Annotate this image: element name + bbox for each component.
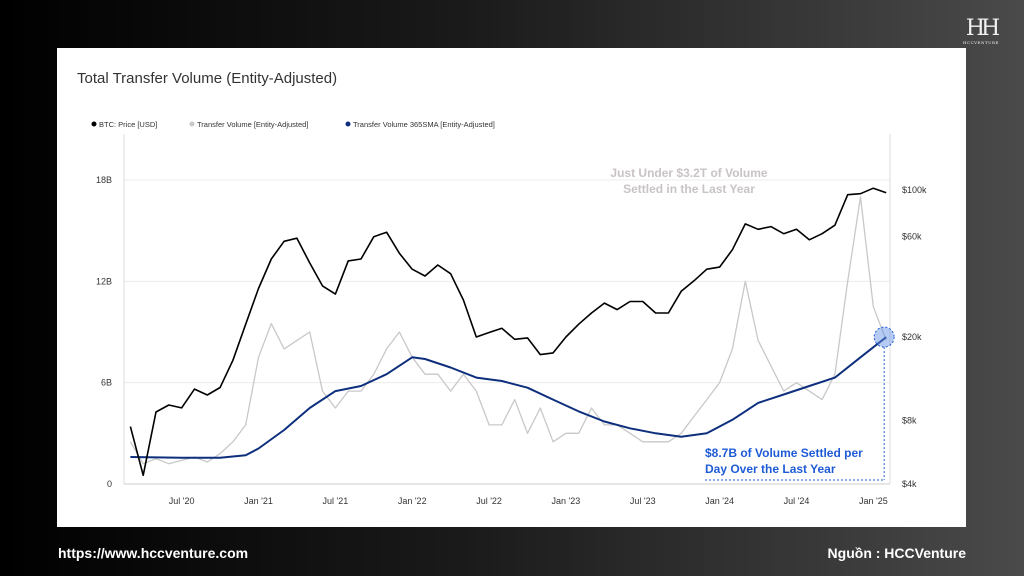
x-tick-label: Jan '23 bbox=[552, 496, 581, 506]
annotation-bottom-text: $8.7B of Volume Settled per bbox=[705, 446, 863, 460]
series-line-price bbox=[129, 187, 887, 477]
annotation-highlight-circle bbox=[873, 326, 895, 348]
logo-wordmark: HCCVENTURE bbox=[963, 40, 999, 45]
y-left-tick-label: 6B bbox=[101, 378, 112, 388]
x-tick-label: Jul '20 bbox=[169, 496, 195, 506]
logo-monogram: HH bbox=[965, 16, 1000, 41]
transfer-volume-chart: 0 6B 12B 18B $4k $8k $20k $60k $100k Jul '20 Jan '… bbox=[91, 120, 927, 506]
x-tick-label: Jan '21 bbox=[244, 496, 273, 506]
series-line-volume bbox=[129, 196, 887, 465]
x-tick-label: Jul '22 bbox=[476, 496, 502, 506]
legend-marker-volume bbox=[189, 121, 195, 127]
y-right-tick-label: $4k bbox=[902, 479, 917, 489]
chart-title: Total Transfer Volume (Entity-Adjusted) bbox=[77, 70, 338, 87]
y-right-tick-label: $100k bbox=[902, 185, 927, 195]
chart-card: Total Transfer Volume (Entity-Adjusted) … bbox=[57, 48, 966, 527]
legend-marker-sma bbox=[345, 121, 351, 127]
y-right-tick-label: $8k bbox=[902, 416, 917, 426]
y-left-tick-label: 0 bbox=[107, 479, 112, 489]
legend-entry: Transfer Volume 365SMA [Entity-Adjusted] bbox=[353, 120, 495, 129]
annotation-bottom-text: Day Over the Last Year bbox=[705, 462, 836, 476]
x-tick-label: Jan '25 bbox=[859, 496, 888, 506]
legend-marker-price bbox=[91, 121, 97, 127]
annotation-top-text: Just Under $3.2T of Volume bbox=[610, 166, 767, 180]
x-tick-label: Jan '22 bbox=[398, 496, 427, 506]
legend-entry: Transfer Volume [Entity-Adjusted] bbox=[197, 120, 308, 129]
x-tick-label: Jul '21 bbox=[322, 496, 348, 506]
x-tick-label: Jul '23 bbox=[630, 496, 656, 506]
website-url[interactable]: https://www.hccventure.com bbox=[58, 545, 249, 561]
y-right-tick-label: $20k bbox=[902, 332, 922, 342]
annotation-top-text: Settled in the Last Year bbox=[623, 182, 755, 196]
x-tick-label: Jul '24 bbox=[784, 496, 810, 506]
series-line-sma bbox=[130, 336, 887, 459]
y-left-tick-label: 12B bbox=[96, 276, 112, 286]
source-credit: Nguồn : HCCVenture bbox=[827, 545, 966, 561]
legend-entry: BTC: Price [USD] bbox=[99, 120, 157, 129]
y-right-tick-label: $60k bbox=[902, 232, 922, 242]
x-tick-label: Jan '24 bbox=[705, 496, 734, 506]
hccventure-logo: HH HCCVENTURE bbox=[960, 18, 1002, 48]
y-left-tick-label: 18B bbox=[96, 175, 112, 185]
